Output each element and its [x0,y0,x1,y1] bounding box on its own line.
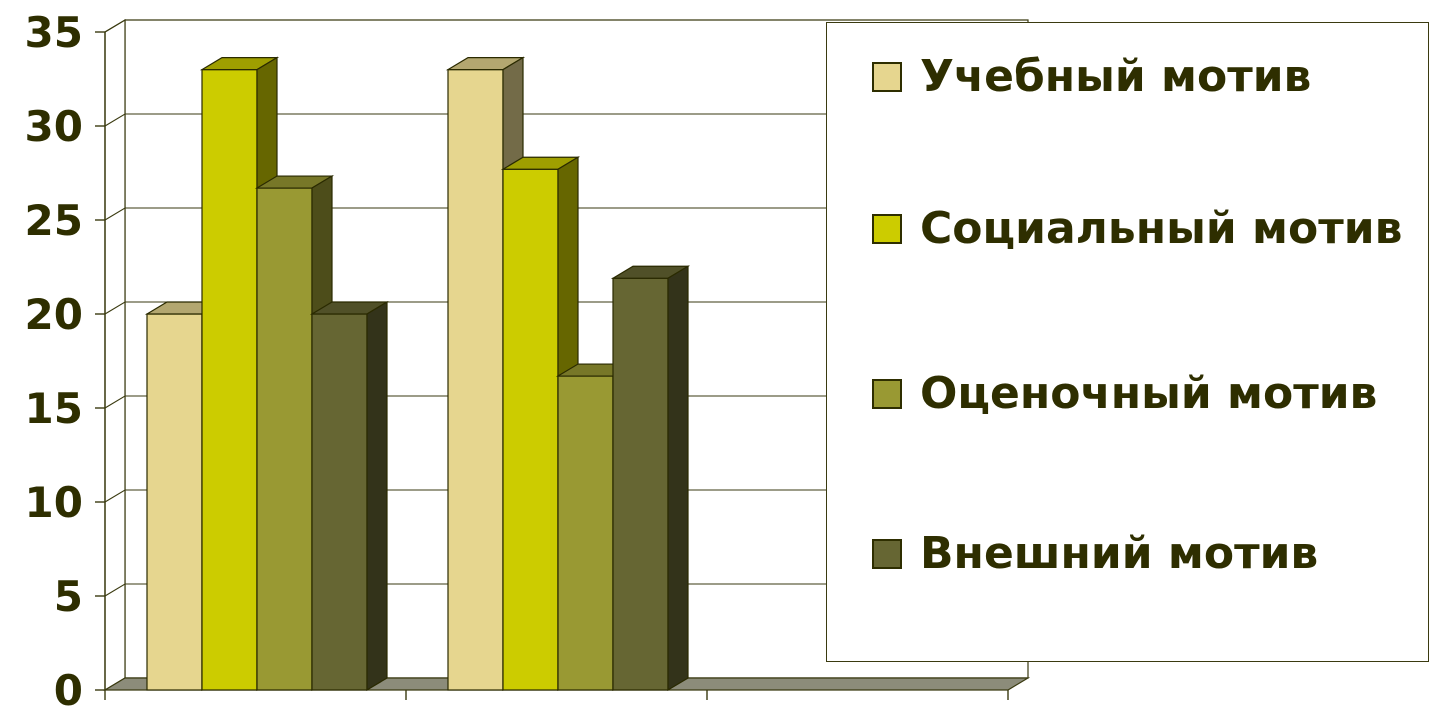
y-tick-label: 25 [25,196,83,245]
y-tick-label: 10 [25,478,83,527]
bars [144,56,691,692]
legend-item: Оценочный мотив [872,368,1420,420]
y-axis-ticks: 0 5 10 15 20 25 30 35 [25,8,1009,707]
legend-item: Внешний мотив [872,528,1420,580]
legend-swatch [872,539,902,569]
gridline [104,395,1028,409]
legend-label: Учебный мотив [920,51,1312,102]
legend-label: Оценочный мотив [920,368,1378,419]
gridline [104,207,1028,221]
gridline [104,113,1028,127]
bar [610,265,691,692]
legend-swatch [872,62,902,92]
legend-label: Социальный мотив [920,203,1403,254]
y-tick-label: 15 [25,384,83,433]
y-tick-label: 30 [25,102,83,151]
y-tick-label: 20 [25,290,83,339]
gridline [104,489,1028,503]
legend: Учебный мотив Социальный мотив Оценочный м… [826,22,1429,662]
y-tick-label: 0 [54,666,83,707]
gridline [104,583,1028,597]
gridlines [104,19,1028,597]
y-tick-label: 5 [54,572,83,621]
legend-item: Социальный мотив [872,203,1420,255]
legend-swatch [872,379,902,409]
gridline [104,19,1028,33]
y-tick-label: 35 [25,8,83,57]
legend-swatch [872,214,902,244]
legend-item: Учебный мотив [872,51,1420,103]
legend-label: Внешний мотив [920,528,1319,579]
gridline [104,301,1028,315]
bar [309,300,390,692]
